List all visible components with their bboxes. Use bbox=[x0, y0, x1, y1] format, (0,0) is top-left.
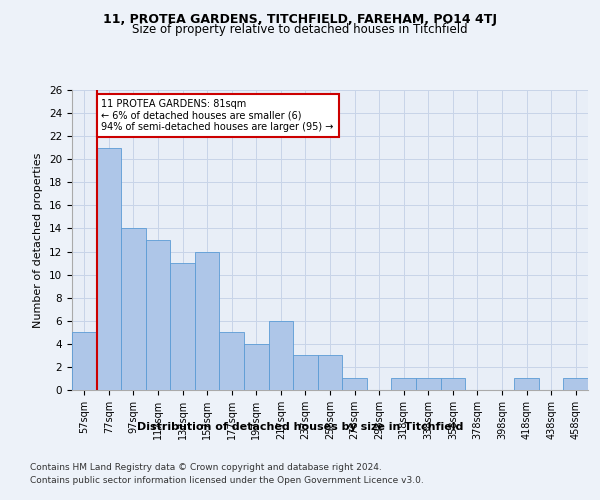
Text: Contains public sector information licensed under the Open Government Licence v3: Contains public sector information licen… bbox=[30, 476, 424, 485]
Text: Contains HM Land Registry data © Crown copyright and database right 2024.: Contains HM Land Registry data © Crown c… bbox=[30, 464, 382, 472]
Text: 11 PROTEA GARDENS: 81sqm
← 6% of detached houses are smaller (6)
94% of semi-det: 11 PROTEA GARDENS: 81sqm ← 6% of detache… bbox=[101, 99, 334, 132]
Bar bbox=[146, 240, 170, 390]
Bar bbox=[563, 378, 588, 390]
Bar bbox=[220, 332, 244, 390]
Bar bbox=[244, 344, 269, 390]
Bar bbox=[72, 332, 97, 390]
Bar bbox=[195, 252, 220, 390]
Bar bbox=[416, 378, 440, 390]
Bar bbox=[170, 263, 195, 390]
Bar bbox=[391, 378, 416, 390]
Text: 11, PROTEA GARDENS, TITCHFIELD, FAREHAM, PO14 4TJ: 11, PROTEA GARDENS, TITCHFIELD, FAREHAM,… bbox=[103, 12, 497, 26]
Bar bbox=[97, 148, 121, 390]
Bar bbox=[121, 228, 146, 390]
Y-axis label: Number of detached properties: Number of detached properties bbox=[34, 152, 43, 328]
Text: Size of property relative to detached houses in Titchfield: Size of property relative to detached ho… bbox=[132, 24, 468, 36]
Bar bbox=[440, 378, 465, 390]
Bar bbox=[342, 378, 367, 390]
Bar bbox=[269, 321, 293, 390]
Text: Distribution of detached houses by size in Titchfield: Distribution of detached houses by size … bbox=[137, 422, 463, 432]
Bar bbox=[293, 356, 318, 390]
Bar bbox=[514, 378, 539, 390]
Bar bbox=[318, 356, 342, 390]
